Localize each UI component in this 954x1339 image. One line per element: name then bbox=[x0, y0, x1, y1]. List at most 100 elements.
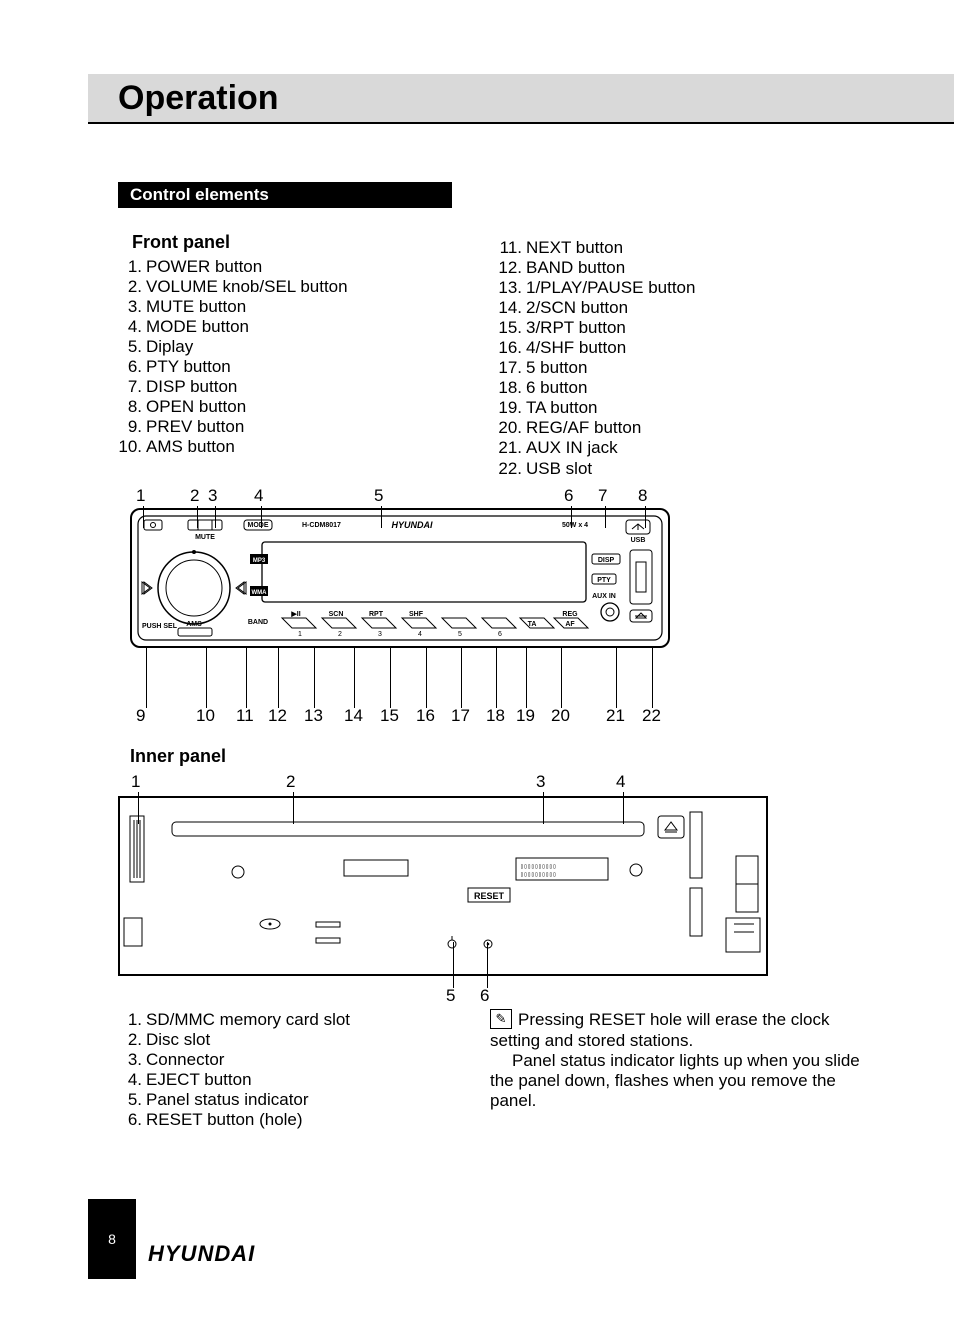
page-number-badge: 8 bbox=[88, 1199, 136, 1279]
callout-number: 5 bbox=[446, 986, 455, 1006]
callout-number: 6 bbox=[564, 486, 573, 506]
callout-number: 21 bbox=[606, 706, 625, 726]
svg-text:SHF: SHF bbox=[409, 611, 424, 618]
svg-text:50W x 4: 50W x 4 bbox=[562, 522, 588, 529]
svg-text:MODE: MODE bbox=[248, 522, 269, 529]
subheading-front-panel: Front panel bbox=[118, 232, 478, 253]
callout-number: 10 bbox=[196, 706, 215, 726]
list-item: 20.REG/AF button bbox=[492, 418, 872, 438]
list-item: 3.MUTE button bbox=[118, 297, 478, 317]
svg-text:4: 4 bbox=[418, 631, 422, 638]
brand-logo: HYUNDAI bbox=[148, 1241, 255, 1267]
callout-number: 4 bbox=[254, 486, 263, 506]
svg-text:TA: TA bbox=[528, 621, 537, 628]
inner-panel-note: ✎Pressing RESET hole will erase the cloc… bbox=[490, 1010, 870, 1111]
list-item: 13.1/PLAY/PAUSE button bbox=[492, 278, 872, 298]
svg-text:SCN: SCN bbox=[329, 611, 344, 618]
list-item: 10.AMS button bbox=[118, 437, 478, 457]
svg-text:RESET: RESET bbox=[474, 891, 505, 901]
list-item: 12.BAND button bbox=[492, 258, 872, 278]
list-item: 16.4/SHF button bbox=[492, 338, 872, 358]
front-panel-outline: MUTE MODE H-CDM8017 HYUNDAI 50W x 4 USB … bbox=[130, 508, 670, 648]
list-item: 1.POWER button bbox=[118, 257, 478, 277]
svg-text:5: 5 bbox=[458, 631, 462, 638]
callout-number: 6 bbox=[480, 986, 489, 1006]
list-item: 14.2/SCN button bbox=[492, 298, 872, 318]
svg-text:PTY: PTY bbox=[597, 577, 611, 584]
note-text-2: Panel status indicator lights up when yo… bbox=[490, 1051, 870, 1111]
svg-text:2: 2 bbox=[338, 631, 342, 638]
svg-text:6: 6 bbox=[498, 631, 502, 638]
callout-number: 13 bbox=[304, 706, 323, 726]
svg-text:HYUNDAI: HYUNDAI bbox=[391, 520, 433, 530]
note-icon: ✎ bbox=[490, 1009, 512, 1029]
callout-number: 9 bbox=[136, 706, 145, 726]
subheading-inner-panel: Inner panel bbox=[130, 746, 226, 767]
list-item: 9.PREV button bbox=[118, 417, 478, 437]
section-title-control-elements: Control elements bbox=[118, 182, 452, 208]
svg-text:REG: REG bbox=[562, 611, 578, 618]
svg-text:▶II: ▶II bbox=[290, 611, 300, 618]
list-item: 17.5 button bbox=[492, 358, 872, 378]
callout-number: 16 bbox=[416, 706, 435, 726]
callout-number: 14 bbox=[344, 706, 363, 726]
svg-text:▯▯▯▯▯▯▯▯▯▯: ▯▯▯▯▯▯▯▯▯▯ bbox=[520, 871, 556, 878]
callout-number: 4 bbox=[616, 772, 625, 792]
callout-number: 19 bbox=[516, 706, 535, 726]
header-divider bbox=[88, 122, 954, 124]
callout-number: 22 bbox=[642, 706, 661, 726]
svg-text:AUX IN: AUX IN bbox=[592, 593, 616, 600]
list-item: 2.Disc slot bbox=[118, 1030, 458, 1050]
list-item: 22.USB slot bbox=[492, 459, 872, 479]
callout-number: 17 bbox=[451, 706, 470, 726]
list-item: 19.TA button bbox=[492, 398, 872, 418]
front-panel-right-column: 11.NEXT button 12.BAND button 13.1/PLAY/… bbox=[492, 238, 872, 479]
list-item: 7.DISP button bbox=[118, 377, 478, 397]
front-panel-svg: MUTE MODE H-CDM8017 HYUNDAI 50W x 4 USB … bbox=[132, 510, 668, 646]
list-item: 6.RESET button (hole) bbox=[118, 1110, 458, 1130]
list-item: 11.NEXT button bbox=[492, 238, 872, 258]
svg-text:1: 1 bbox=[298, 631, 302, 638]
list-item: 21.AUX IN jack bbox=[492, 438, 872, 458]
callout-number: 15 bbox=[380, 706, 399, 726]
page-title: Operation bbox=[118, 79, 279, 118]
callout-number: 11 bbox=[236, 706, 254, 726]
svg-text:PUSH SEL: PUSH SEL bbox=[142, 623, 178, 630]
callout-number: 12 bbox=[268, 706, 287, 726]
callout-number: 3 bbox=[208, 486, 217, 506]
svg-text:▯▯▯▯▯▯▯▯▯▯: ▯▯▯▯▯▯▯▯▯▯ bbox=[520, 863, 556, 870]
list-item: 4.MODE button bbox=[118, 317, 478, 337]
svg-text:BAND: BAND bbox=[248, 619, 268, 626]
callout-number: 2 bbox=[286, 772, 295, 792]
list-item: 8.OPEN button bbox=[118, 397, 478, 417]
list-item: 5.Panel status indicator bbox=[118, 1090, 458, 1110]
list-item: 2.VOLUME knob/SEL button bbox=[118, 277, 478, 297]
list-item: 3.Connector bbox=[118, 1050, 458, 1070]
callout-number: 18 bbox=[486, 706, 505, 726]
callout-number: 20 bbox=[551, 706, 570, 726]
callout-number: 2 bbox=[190, 486, 199, 506]
callout-number: 1 bbox=[131, 772, 140, 792]
inner-panel-list: 1.SD/MMC memory card slot 2.Disc slot 3.… bbox=[118, 1010, 458, 1130]
list-item: 6.PTY button bbox=[118, 357, 478, 377]
svg-text:WMA: WMA bbox=[252, 590, 268, 596]
note-text-1: Pressing RESET hole will erase the clock… bbox=[490, 1010, 830, 1050]
inner-panel-outline: ▯▯▯▯▯▯▯▯▯▯ ▯▯▯▯▯▯▯▯▯▯ RESET bbox=[118, 796, 768, 976]
list-item: 4.EJECT button bbox=[118, 1070, 458, 1090]
list-item: 18.6 button bbox=[492, 378, 872, 398]
svg-text:AF: AF bbox=[565, 621, 575, 628]
svg-text:DISP: DISP bbox=[598, 557, 615, 564]
callout-number: 7 bbox=[598, 486, 607, 506]
svg-text:MP3: MP3 bbox=[253, 558, 266, 564]
front-panel-left-column: Front panel 1.POWER button 2.VOLUME knob… bbox=[118, 232, 478, 457]
svg-text:H-CDM8017: H-CDM8017 bbox=[302, 522, 341, 529]
list-item: 1.SD/MMC memory card slot bbox=[118, 1010, 458, 1030]
callout-number: 1 bbox=[136, 486, 145, 506]
callout-number: 8 bbox=[638, 486, 647, 506]
svg-text:3: 3 bbox=[378, 631, 382, 638]
svg-text:MUTE: MUTE bbox=[195, 534, 215, 541]
inner-panel-svg: ▯▯▯▯▯▯▯▯▯▯ ▯▯▯▯▯▯▯▯▯▯ RESET bbox=[120, 798, 766, 974]
header-bar: Operation bbox=[88, 74, 954, 122]
front-panel-list-left: 1.POWER button 2.VOLUME knob/SEL button … bbox=[118, 257, 478, 457]
callout-number: 3 bbox=[536, 772, 545, 792]
